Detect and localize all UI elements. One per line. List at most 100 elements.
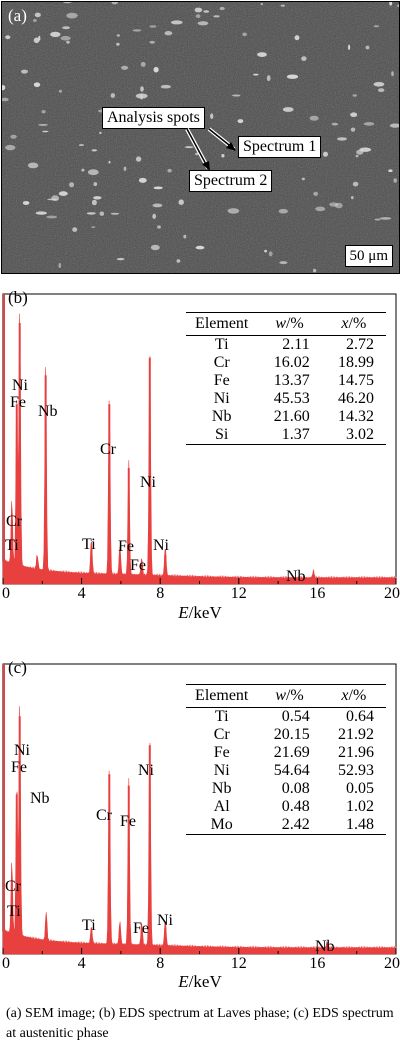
x-tick-label: 4 <box>77 585 86 602</box>
sem-particle <box>153 66 159 73</box>
x-tick-label: 8 <box>156 585 165 602</box>
table-row: Nb 21.60 14.32 <box>186 408 386 426</box>
table-row: Fe 21.69 21.96 <box>186 744 386 762</box>
spectrum1-label: Spectrum 1 <box>238 136 322 158</box>
table-row: Ni 54.64 52.93 <box>186 762 386 780</box>
sem-particle <box>309 115 319 121</box>
sem-particle <box>232 94 241 97</box>
header-w: w/% <box>257 312 322 336</box>
x-tick-label: 16 <box>309 955 326 972</box>
sem-particle <box>301 177 305 181</box>
sem-particle <box>5 35 11 40</box>
table-header-row: Element w/% x/% <box>186 684 386 708</box>
sem-particle <box>116 42 120 46</box>
element-cell: Cr <box>213 726 230 743</box>
sem-image-panel: (a) Analysis spots Spectrum 1 Spectrum 2… <box>1 1 400 274</box>
x-axis-label-c: E/keV <box>178 972 222 991</box>
sem-particle <box>81 168 85 172</box>
x-cell: 21.96 <box>338 744 374 761</box>
sem-particle <box>350 127 356 132</box>
sem-particle <box>365 45 370 50</box>
sem-particle <box>152 213 157 219</box>
panel-c-label: (c) <box>8 658 27 677</box>
peak-label: Cr <box>100 441 116 458</box>
x-cell: 3.02 <box>321 426 386 445</box>
sem-particle <box>391 71 394 77</box>
sem-particle <box>210 113 214 119</box>
table-row: Ni 45.53 46.20 <box>186 390 386 408</box>
peak-label: Fe <box>118 538 134 555</box>
x-tick-label: 4 <box>77 955 86 972</box>
x-axis-label-b: E/keV <box>178 603 222 622</box>
table-row: Al 0.48 1.02 <box>186 798 386 816</box>
sem-particle <box>10 134 17 139</box>
element-cell: Cr <box>213 354 230 371</box>
x-tick-label: 12 <box>230 955 247 972</box>
table-row: Cr 20.15 21.92 <box>186 726 386 744</box>
x-tick-label: 8 <box>156 955 165 972</box>
peak-label: Fe <box>11 759 27 776</box>
sem-particle <box>352 94 357 97</box>
w-cell: 0.08 <box>281 780 310 797</box>
eds-panel-b: (b) Element w/% x/% Ti 2.11 2.72 Cr 16.02 18.… <box>0 282 400 627</box>
peak-label: Ni <box>12 377 28 394</box>
analysis-spots-label: Analysis spots <box>102 107 205 129</box>
sem-particle <box>160 84 171 89</box>
sem-particle <box>87 169 99 176</box>
sem-particle <box>355 154 359 158</box>
sem-particle <box>378 88 385 92</box>
sem-particle <box>176 259 181 263</box>
sem-particle <box>78 144 84 146</box>
header-x: x/% <box>321 684 386 708</box>
sem-particle <box>264 249 268 253</box>
sem-particle <box>313 191 319 196</box>
sem-particle <box>5 144 16 151</box>
w-cell: 20.15 <box>273 726 310 743</box>
spectrum2-label: Spectrum 2 <box>189 170 273 192</box>
w-cell: 16.02 <box>273 354 310 371</box>
header-x: x/% <box>321 312 386 336</box>
w-cell: 54.64 <box>273 762 310 779</box>
element-cell: Al <box>213 798 230 815</box>
sem-particle <box>91 149 98 152</box>
sem-particle <box>315 206 326 212</box>
element-cell: Nb <box>211 780 232 797</box>
sem-particle <box>123 166 127 171</box>
composition-table-b: Element w/% x/% Ti 2.11 2.72 Cr 16.02 18.99 Fe… <box>186 312 386 445</box>
x-cell: 46.20 <box>338 390 374 407</box>
sem-particle <box>140 61 146 67</box>
peak-label: Fe <box>130 557 146 574</box>
sem-particle <box>393 178 398 183</box>
w-cell: 0.48 <box>281 798 310 815</box>
peak-label: Cr <box>5 878 21 895</box>
sem-particle <box>60 35 71 41</box>
x-tick-label: 0 <box>2 585 10 602</box>
sem-particle <box>21 69 28 74</box>
sem-particle <box>58 89 63 93</box>
sem-particle <box>138 177 147 183</box>
element-cell: Fe <box>213 372 230 389</box>
header-element: Element <box>186 312 258 336</box>
peak-label: Nb <box>315 938 335 955</box>
sem-particle <box>352 181 359 187</box>
sem-particle <box>46 215 58 219</box>
sem-particle <box>110 212 120 215</box>
peak-label: Nb <box>30 790 50 807</box>
sem-particle <box>135 156 142 162</box>
sem-particle <box>268 251 273 257</box>
element-cell: Fe <box>213 744 230 761</box>
sem-particle <box>132 29 142 32</box>
peak-label: Ti <box>82 536 96 553</box>
peak-label: Ni <box>153 537 169 554</box>
sem-particle <box>149 40 155 44</box>
peak-label: Ni <box>138 762 154 779</box>
sem-particle <box>356 149 364 155</box>
sem-particle <box>374 218 381 221</box>
sem-particle <box>164 31 173 36</box>
element-cell: Nb <box>211 408 232 425</box>
sem-particle <box>41 110 46 114</box>
table-row: Ti 2.11 2.72 <box>186 336 386 355</box>
sem-particle <box>350 112 358 117</box>
sem-particle <box>388 169 393 172</box>
peak-label: Nb <box>38 403 58 420</box>
